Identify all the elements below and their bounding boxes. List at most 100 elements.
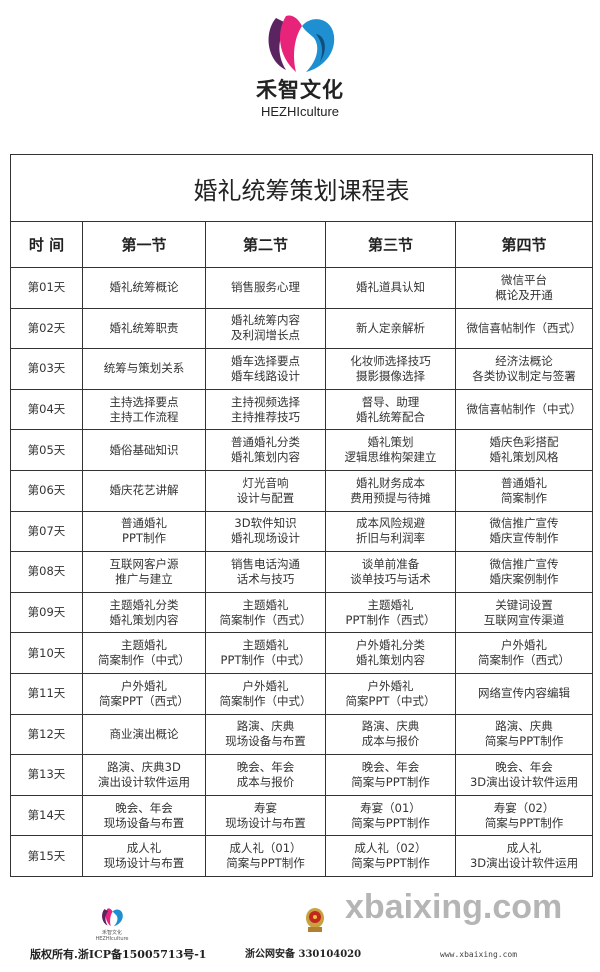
session-cell: 主持选择要点 主持工作流程	[82, 388, 206, 431]
day-cell: 第12天	[10, 713, 83, 756]
table-row: 第13天 路演、庆典3D 演出设计软件运用 晚会、年会 成本与报价 晚会、年会 简案与…	[10, 754, 594, 796]
session-cell: 关键词设置 互联网宣传渠道	[454, 591, 594, 634]
session-cell: 3D软件知识 婚礼现场设计	[205, 510, 326, 553]
session-cell: 微信喜帖制作（西式）	[454, 307, 594, 350]
session-cell: 微信平台 概论及开通	[454, 267, 594, 309]
table-row: 第04天 主持选择要点 主持工作流程 主持视频选择 主持推荐技巧 督导、助理 婚礼统筹…	[10, 388, 594, 431]
table-row: 第02天 婚礼统筹职责 婚礼统筹内容 及利润增长点 新人定亲解析 微信喜帖制作（西式）	[10, 307, 594, 350]
session-cell: 经济法概论 各类协议制定与签署	[454, 348, 594, 390]
day-cell: 第03天	[10, 348, 83, 390]
session-cell: 成人礼（02） 简案与PPT制作	[325, 835, 456, 877]
session-cell: 晚会、年会 简案与PPT制作	[325, 754, 456, 796]
session-cell: 灯光音响 设计与配置	[205, 469, 326, 512]
session-cell: 成本风险规避 折旧与利润率	[325, 510, 456, 553]
table-row: 第07天 普通婚礼 PPT制作 3D软件知识 婚礼现场设计 成本风险规避 折旧与利润率…	[10, 510, 594, 553]
day-cell: 第09天	[10, 591, 83, 634]
session-cell: 成人礼（01） 简案与PPT制作	[205, 835, 326, 877]
session-cell: 晚会、年会 3D演出设计软件运用	[454, 754, 594, 796]
table-row: 第15天 成人礼 现场设计与布置 成人礼（01） 简案与PPT制作 成人礼（02） 简…	[10, 835, 594, 877]
day-cell: 第13天	[10, 754, 83, 796]
session-cell: 路演、庆典 成本与报价	[325, 713, 456, 756]
session-cell: 婚俗基础知识	[82, 429, 206, 471]
column-header: 第三节	[325, 221, 456, 268]
session-cell: 户外婚礼 简案制作（西式）	[454, 632, 594, 674]
session-cell: 普通婚礼 PPT制作	[82, 510, 206, 553]
session-cell: 主题婚礼 简案制作（中式）	[82, 632, 206, 674]
table-row: 第09天 主题婚礼分类 婚礼策划内容 主题婚礼 简案制作（西式） 主题婚礼 PPT制作…	[10, 591, 594, 634]
session-cell: 婚庆色彩搭配 婚礼策划风格	[454, 429, 594, 471]
table-row: 第01天 婚礼统筹概论 销售服务心理 婚礼道具认知 微信平台 概论及开通	[10, 267, 594, 309]
session-cell: 户外婚礼 简案PPT（中式）	[325, 672, 456, 715]
day-cell: 第15天	[10, 835, 83, 877]
day-cell: 第07天	[10, 510, 83, 553]
table-row: 第08天 互联网客户源 推广与建立 销售电话沟通 话术与技巧 谈单前准备 谈单技巧与话…	[10, 551, 594, 593]
session-cell: 婚礼财务成本 费用预提与待摊	[325, 469, 456, 512]
day-cell: 第04天	[10, 388, 83, 431]
session-cell: 寿宴（02） 简案与PPT制作	[454, 794, 594, 837]
session-cell: 销售电话沟通 话术与技巧	[205, 551, 326, 593]
session-cell: 普通婚礼 简案制作	[454, 469, 594, 512]
session-cell: 微信推广宣传 婚庆宣传制作	[454, 510, 594, 553]
session-cell: 督导、助理 婚礼统筹配合	[325, 388, 456, 431]
session-cell: 销售服务心理	[205, 267, 326, 309]
table-title: 婚礼统筹策划课程表	[9, 154, 594, 222]
column-header: 第一节	[82, 221, 206, 268]
day-cell: 第14天	[10, 794, 83, 837]
day-cell: 第08天	[10, 551, 83, 593]
session-cell: 路演、庆典 现场设备与布置	[205, 713, 326, 756]
day-cell: 第06天	[10, 469, 83, 512]
session-cell: 统筹与策划关系	[82, 348, 206, 390]
session-cell: 寿宴 现场设计与布置	[205, 794, 326, 837]
day-cell: 第05天	[10, 429, 83, 471]
session-cell: 晚会、年会 成本与报价	[205, 754, 326, 796]
session-cell: 互联网客户源 推广与建立	[82, 551, 206, 593]
session-cell: 路演、庆典 简案与PPT制作	[454, 713, 594, 756]
session-cell: 寿宴（01） 简案与PPT制作	[325, 794, 456, 837]
table-row: 第10天 主题婚礼 简案制作（中式） 主题婚礼 PPT制作（中式） 户外婚礼分类 婚礼…	[10, 632, 594, 674]
column-header: 第二节	[205, 221, 326, 268]
session-cell: 成人礼 3D演出设计软件运用	[454, 835, 594, 877]
session-cell: 新人定亲解析	[325, 307, 456, 350]
police-record[interactable]: 浙公网安备 330104020	[245, 949, 362, 960]
session-cell: 婚礼道具认知	[325, 267, 456, 309]
session-cell: 户外婚礼 简案制作（中式）	[205, 672, 326, 715]
session-cell: 微信喜帖制作（中式）	[454, 388, 594, 431]
session-cell: 主题婚礼分类 婚礼策划内容	[82, 591, 206, 634]
icp-license[interactable]: 版权所有.浙ICP备15005713号-1	[30, 948, 207, 961]
session-cell: 婚礼统筹概论	[82, 267, 206, 309]
session-cell: 婚车选择要点 婚车线路设计	[205, 348, 326, 390]
table-row: 第14天 晚会、年会 现场设备与布置 寿宴 现场设计与布置 寿宴（01） 简案与PPT…	[10, 794, 594, 837]
column-header: 时 间	[10, 221, 83, 268]
session-cell: 婚礼统筹内容 及利润增长点	[205, 307, 326, 350]
footer-logo-text: 禾智文化 HEZHIculture	[95, 930, 129, 942]
watermark: xbaixing.com	[345, 888, 563, 926]
day-cell: 第02天	[10, 307, 83, 350]
session-cell: 谈单前准备 谈单技巧与话术	[325, 551, 456, 593]
session-cell: 主持视频选择 主持推荐技巧	[205, 388, 326, 431]
session-cell: 户外婚礼分类 婚礼策划内容	[325, 632, 456, 674]
day-cell: 第01天	[10, 267, 83, 309]
police-badge-icon	[306, 908, 324, 932]
day-cell: 第10天	[10, 632, 83, 674]
session-cell: 路演、庆典3D 演出设计软件运用	[82, 754, 206, 796]
session-cell: 商业演出概论	[82, 713, 206, 756]
table-row: 第06天 婚庆花艺讲解 灯光音响 设计与配置 婚礼财务成本 费用预提与待摊 普通婚礼 简…	[10, 469, 594, 512]
session-cell: 婚礼统筹职责	[82, 307, 206, 350]
table-row: 第05天 婚俗基础知识 普通婚礼分类 婚礼策划内容 婚礼策划 逻辑思维构架建立 婚庆色彩…	[10, 429, 594, 471]
session-cell: 晚会、年会 现场设备与布置	[82, 794, 206, 837]
session-cell: 化妆师选择技巧 摄影摄像选择	[325, 348, 456, 390]
brand-name-cn: 禾智文化	[256, 78, 344, 102]
session-cell: 户外婚礼 简案PPT（西式）	[82, 672, 206, 715]
header-row: 时 间第一节 第二节 第三节 第四节	[10, 221, 594, 268]
session-cell: 婚庆花艺讲解	[82, 469, 206, 512]
session-cell: 婚礼策划 逻辑思维构架建立	[325, 429, 456, 471]
hezhi-logo-icon	[268, 15, 335, 72]
course-schedule-table: 婚礼统筹策划课程表 时 间第一节 第二节 第三节 第四节 第01天 婚礼统筹概论 销售服务…	[9, 154, 594, 877]
watermark-url: www.xbaixing.com	[440, 950, 518, 959]
session-cell: 成人礼 现场设计与布置	[82, 835, 206, 877]
session-cell: 普通婚礼分类 婚礼策划内容	[205, 429, 326, 471]
footer-logo-icon	[102, 908, 123, 927]
session-cell: 主题婚礼 PPT制作（中式）	[205, 632, 326, 674]
day-cell: 第11天	[10, 672, 83, 715]
